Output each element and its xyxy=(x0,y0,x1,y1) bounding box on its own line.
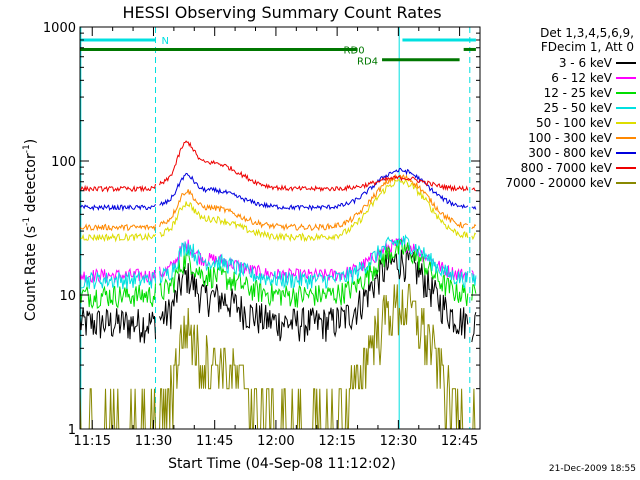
series-line xyxy=(79,183,156,193)
x-tick-label: 12:15 xyxy=(318,434,355,449)
flag-label: RD0 xyxy=(344,45,365,56)
legend-swatch xyxy=(616,122,636,124)
y-tick-label: 100 xyxy=(51,155,76,170)
legend-entry-label: 50 - 100 keV xyxy=(535,116,612,130)
x-tick-label: 12:45 xyxy=(441,434,478,449)
series-line xyxy=(159,140,469,193)
legend-entry: 6 - 12 keV xyxy=(470,71,640,85)
legend-entry-label: 300 - 800 keV xyxy=(528,146,612,160)
series-line xyxy=(79,388,156,430)
legend-swatch xyxy=(616,167,636,169)
series-line xyxy=(471,232,477,241)
chart-title: HESSI Observing Summary Count Rates xyxy=(122,3,441,22)
series-line xyxy=(471,187,477,192)
y-tick-label: 1000 xyxy=(43,21,76,36)
series-line xyxy=(159,173,469,232)
legend-swatch xyxy=(616,77,636,79)
y-axis: 1 10 100 1000 xyxy=(43,21,480,438)
y-axis-label: Count Rate (s-1 detector-1) xyxy=(22,139,39,321)
legend-entry: 800 - 7000 keV xyxy=(470,161,640,175)
plot-frame xyxy=(79,26,481,430)
legend-swatch xyxy=(616,92,636,94)
series-line xyxy=(471,223,477,230)
legend-entry: 7000 - 20000 keV xyxy=(470,176,640,190)
legend-entry: 50 - 100 keV xyxy=(470,116,640,130)
timestamp-stamp: 21-Dec-2009 18:55 xyxy=(548,464,636,474)
legend-entry: 100 - 300 keV xyxy=(470,131,640,145)
series-line xyxy=(159,167,469,212)
legend-entry: 3 - 6 keV xyxy=(470,56,640,70)
legend-swatch xyxy=(616,62,636,64)
series-line xyxy=(159,234,469,290)
x-axis-label: Start Time (04-Sep-08 11:12:02) xyxy=(168,456,396,472)
x-tick-label: 12:00 xyxy=(257,434,294,449)
series-line xyxy=(79,203,156,212)
series-line xyxy=(79,283,156,310)
series-line xyxy=(471,284,477,301)
series-line xyxy=(159,283,468,430)
series-line xyxy=(159,247,469,342)
series-line xyxy=(159,178,469,243)
flag-label: RD4 xyxy=(357,57,378,68)
legend-entry-label: 800 - 7000 keV xyxy=(520,161,612,175)
series-line xyxy=(471,311,477,343)
legend-swatch xyxy=(616,137,636,139)
legend-entry-label: 25 - 50 keV xyxy=(543,101,612,115)
series-line xyxy=(79,223,156,232)
series-line xyxy=(471,205,477,210)
legend-entry: 25 - 50 keV xyxy=(470,101,640,115)
legend-entry: 12 - 25 keV xyxy=(470,86,640,100)
legend-header-line-2: FDecim 1, Att 0 xyxy=(540,40,634,54)
series-line xyxy=(79,232,156,243)
legend-header-line-1: Det 1,3,4,5,6,9, xyxy=(540,26,634,40)
legend-swatch xyxy=(616,182,636,184)
legend-swatch xyxy=(616,152,636,154)
legend-entry-label: 7000 - 20000 keV xyxy=(505,176,612,190)
legend-entry-label: 6 - 12 keV xyxy=(551,71,612,85)
flag-label: N xyxy=(162,36,169,47)
series-line xyxy=(79,307,156,344)
series-line xyxy=(159,238,469,308)
x-tick-label: 12:30 xyxy=(380,434,417,449)
legend-entry: 300 - 800 keV xyxy=(470,146,640,160)
legend-entry-label: 12 - 25 keV xyxy=(543,86,612,100)
x-tick-label: 11:15 xyxy=(74,434,111,449)
legend-swatch xyxy=(616,107,636,109)
y-tick-label: 1 xyxy=(68,423,76,438)
x-tick-label: 11:45 xyxy=(196,434,233,449)
y-tick-label: 10 xyxy=(59,289,76,304)
legend-entry-label: 3 - 6 keV xyxy=(558,56,612,70)
legend-entry-label: 100 - 300 keV xyxy=(528,131,612,145)
x-tick-label: 11:30 xyxy=(135,434,172,449)
series-line xyxy=(79,270,156,290)
series-line xyxy=(471,388,476,430)
series-line xyxy=(471,273,477,286)
x-axis: 11:15 11:30 11:45 12:00 12:15 12:30 12:45 xyxy=(74,27,481,449)
